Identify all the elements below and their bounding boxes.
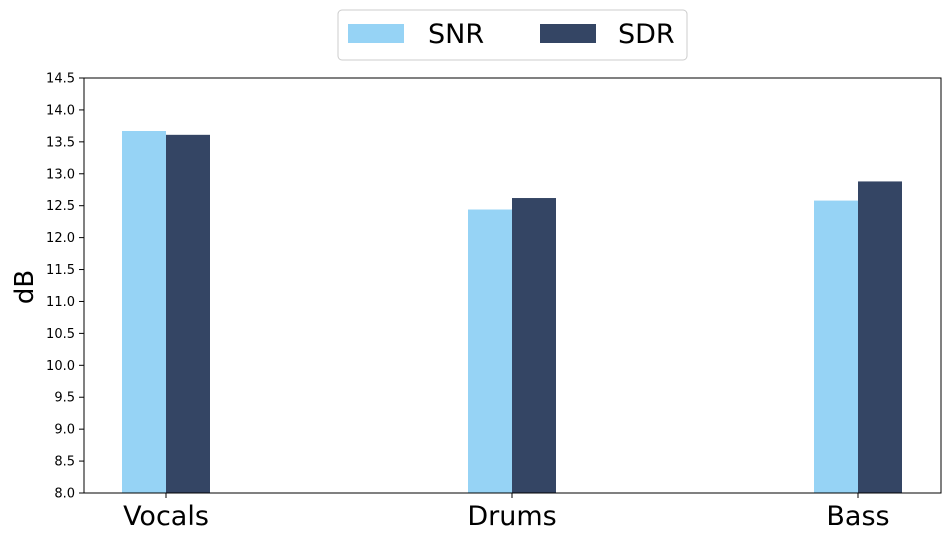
plot-frame [83,77,942,494]
x-tick-label: Vocals [123,501,209,532]
legend-swatch-sdr [540,24,596,43]
x-tick-label: Drums [467,501,556,532]
y-tick-label: 10.0 [46,359,75,374]
legend-swatch-snr [348,24,404,43]
legend-label-sdr: SDR [618,19,675,50]
y-tick-label: 12.5 [46,199,75,214]
y-tick-label: 11.5 [46,263,75,278]
y-tick-label: 9.5 [54,391,75,406]
bar-snr-vocals [122,130,166,493]
x-axis: Vocals Drums Bass [123,493,890,532]
legend: SNR SDR [337,9,688,61]
y-tick-label: 12.0 [46,231,75,246]
y-tick-label: 10.5 [46,327,75,342]
bar-sdr-drums [512,198,556,493]
y-tick-label: 8.0 [54,487,75,502]
bars-group [122,130,902,494]
bar-snr-drums [468,209,512,493]
bar-snr-bass [814,200,858,494]
y-axis-label: dB [10,270,40,304]
y-tick-label: 14.0 [46,103,75,118]
y-tick-label: 13.5 [46,135,75,150]
y-tick-label: 9.0 [54,423,75,438]
legend-frame [337,9,688,61]
y-tick-label: 13.0 [46,167,75,182]
y-tick-label: 14.5 [46,72,75,87]
bar-sdr-vocals [166,134,210,494]
bar-sdr-bass [858,181,902,493]
legend-label-snr: SNR [428,19,484,50]
x-tick-label: Bass [826,501,889,532]
y-axis: 8.0 8.5 9.0 9.5 10.0 10.5 11.0 11.5 12.0 12.5 13.0… [46,72,84,502]
y-tick-label: 8.5 [54,455,75,470]
y-tick-label: 11.0 [46,295,75,310]
